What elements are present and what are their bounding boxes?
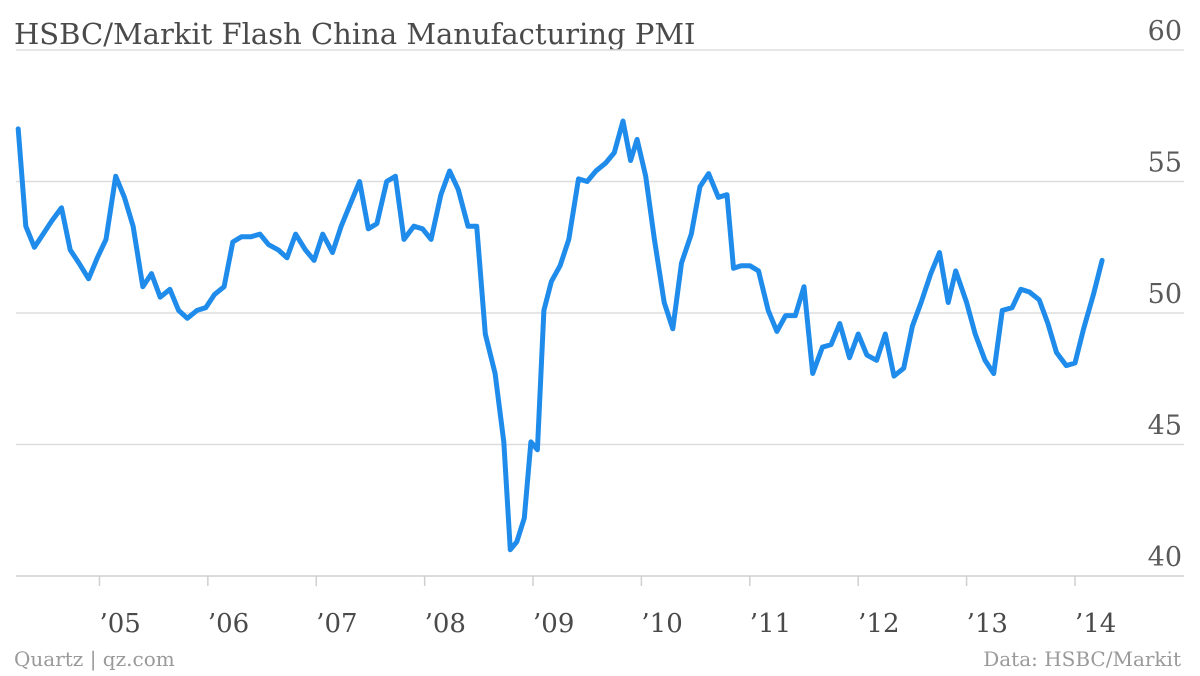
x-tick-label: ’09	[533, 609, 574, 639]
source-right: Data: HSBC/Markit	[983, 647, 1181, 671]
x-tick-label: ’14	[1075, 609, 1116, 639]
y-tick-label: 55	[1148, 148, 1182, 179]
x-tick-label: ’11	[750, 609, 791, 639]
series-layer	[15, 118, 1105, 553]
grid-layer	[16, 49, 1184, 446]
x-tick-label: ’05	[99, 609, 140, 639]
chart-title: HSBC/Markit Flash China Manufacturing PM…	[14, 17, 696, 51]
y-axis: 40 45 50 55 60	[1148, 16, 1182, 573]
x-tick-label: ’07	[316, 609, 357, 639]
x-tick-label: ’10	[641, 609, 682, 639]
x-tick-label: ’13	[967, 609, 1008, 639]
series-line	[15, 118, 1105, 553]
x-tick-label: ’08	[425, 609, 466, 639]
y-tick-label: 40	[1148, 542, 1182, 573]
y-tick-label: 50	[1148, 279, 1182, 310]
x-tick-label: ’12	[858, 609, 899, 639]
x-axis: ’05 ’06 ’07 ’08 ’09 ’10 ’11 ’12 ’13 ’14	[16, 575, 1184, 639]
x-tick-label: ’06	[208, 609, 249, 639]
y-tick-label: 45	[1148, 411, 1182, 442]
y-tick-label: 60	[1148, 16, 1182, 47]
source-left: Quartz | qz.com	[14, 647, 175, 672]
